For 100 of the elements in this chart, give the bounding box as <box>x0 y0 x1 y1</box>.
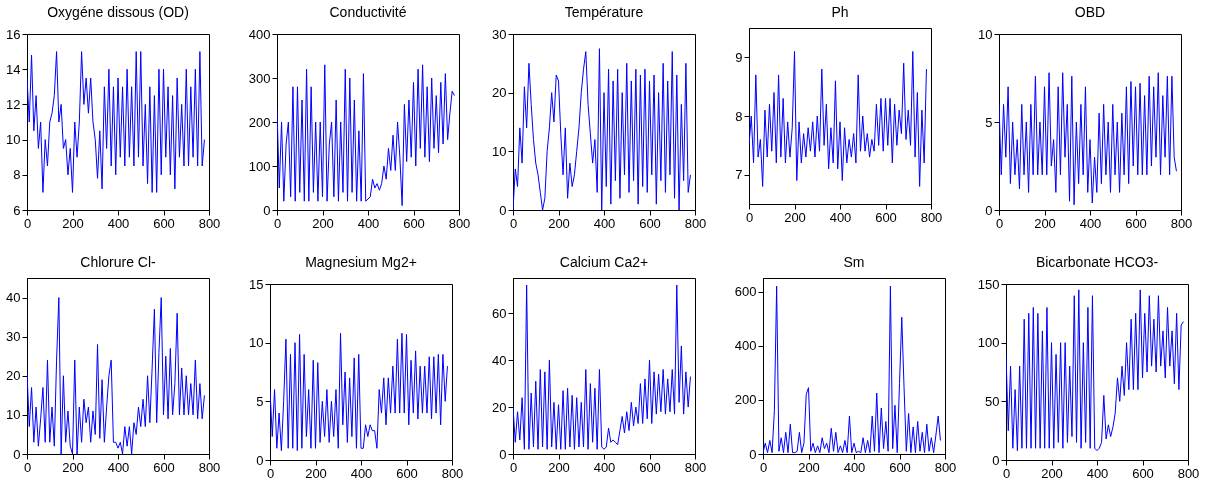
chart-title: Chlorure Cl- <box>80 254 157 270</box>
x-tick-label: 800 <box>198 459 221 475</box>
x-tick-label: 800 <box>934 459 957 475</box>
x-tick-label: 600 <box>396 465 418 481</box>
x-tick-label: 800 <box>684 215 707 231</box>
y-tick-label: 10 <box>6 132 21 148</box>
x-tick-label: 0 <box>23 459 32 475</box>
x-tick-label: 800 <box>1177 465 1200 481</box>
y-tick-label: 600 <box>734 284 757 300</box>
y-tick-label: 20 <box>492 85 507 101</box>
x-tick-label: 200 <box>548 215 570 231</box>
y-tick-label: 16 <box>6 26 21 42</box>
x-tick-label: 600 <box>1125 215 1147 231</box>
y-tick-label: 15 <box>249 276 264 292</box>
y-tick-label: 0 <box>13 446 21 462</box>
chart-title: Ph <box>831 4 849 20</box>
chart-title: Température <box>564 4 644 20</box>
x-tick-label: 200 <box>312 215 334 231</box>
y-tick-label: 60 <box>492 305 507 321</box>
line-series <box>27 51 205 193</box>
line-series <box>270 332 448 452</box>
chart-title: Conductivité <box>329 4 407 20</box>
line-series <box>27 297 205 454</box>
y-tick-label: 400 <box>734 338 757 354</box>
x-tick-label: 400 <box>1079 215 1102 231</box>
y-tick-label: 40 <box>492 352 507 368</box>
y-tick-label: 300 <box>248 70 271 86</box>
y-tick-label: 10 <box>492 143 507 159</box>
x-tick-label: 400 <box>1086 465 1109 481</box>
line-series <box>513 48 691 210</box>
x-tick-label: 200 <box>1034 215 1056 231</box>
x-tick-label: 400 <box>350 465 373 481</box>
y-tick-label: 8 <box>13 167 21 183</box>
x-tick-label: 0 <box>759 459 768 475</box>
x-tick-label: 0 <box>273 215 282 231</box>
x-tick-label: 0 <box>23 215 32 231</box>
y-tick-label: 10 <box>249 335 264 351</box>
x-tick-label: 200 <box>62 459 84 475</box>
y-tick-label: 400 <box>248 26 271 42</box>
chart-title: Bicarbonate HCO3- <box>1035 254 1159 270</box>
chart-title: OBD <box>1074 4 1106 20</box>
x-tick-label: 200 <box>62 215 84 231</box>
x-tick-label: 800 <box>1170 215 1193 231</box>
x-tick-label: 400 <box>357 215 380 231</box>
x-tick-label: 600 <box>875 209 897 225</box>
chart-title: Oxygéne dissous (OD) <box>47 4 189 20</box>
x-tick-label: 600 <box>403 215 425 231</box>
line-series <box>999 72 1177 206</box>
x-tick-label: 600 <box>639 215 661 231</box>
x-tick-label: 800 <box>448 215 471 231</box>
y-tick-label: 12 <box>6 96 21 112</box>
x-tick-label: 600 <box>153 215 175 231</box>
x-tick-label: 400 <box>107 459 130 475</box>
y-tick-label: 10 <box>978 26 993 42</box>
x-tick-label: 400 <box>829 209 852 225</box>
line-series <box>513 284 691 450</box>
line-series <box>1006 289 1184 452</box>
x-tick-label: 600 <box>889 459 911 475</box>
y-tick-label: 0 <box>749 446 757 462</box>
x-tick-label: 800 <box>198 215 221 231</box>
x-tick-label: 400 <box>843 459 866 475</box>
chart-title: Sm <box>843 254 865 270</box>
x-tick-label: 600 <box>153 459 175 475</box>
x-tick-label: 600 <box>639 459 661 475</box>
y-tick-label: 20 <box>492 399 507 415</box>
x-tick-label: 0 <box>509 215 518 231</box>
x-tick-label: 200 <box>548 459 570 475</box>
y-tick-label: 150 <box>977 276 1000 292</box>
y-tick-label: 7 <box>735 167 743 183</box>
x-tick-label: 400 <box>593 215 616 231</box>
x-tick-label: 200 <box>1041 465 1063 481</box>
y-tick-label: 100 <box>977 335 1000 351</box>
x-tick-label: 200 <box>305 465 327 481</box>
chart-title: Magnesium Mg2+ <box>305 254 417 270</box>
x-tick-label: 600 <box>1132 465 1154 481</box>
y-tick-label: 10 <box>6 407 21 423</box>
y-tick-label: 8 <box>735 108 743 124</box>
y-tick-label: 9 <box>735 49 743 65</box>
x-tick-label: 800 <box>441 465 464 481</box>
x-tick-label: 800 <box>684 459 707 475</box>
y-tick-label: 30 <box>492 26 507 42</box>
y-tick-label: 6 <box>13 202 21 218</box>
x-tick-label: 200 <box>798 459 820 475</box>
x-tick-label: 800 <box>920 209 943 225</box>
chart-title: Calcium Ca2+ <box>559 254 649 270</box>
y-tick-label: 50 <box>985 393 1000 409</box>
y-tick-label: 5 <box>985 114 993 130</box>
x-tick-label: 400 <box>107 215 130 231</box>
x-tick-label: 0 <box>509 459 518 475</box>
y-tick-label: 40 <box>6 290 21 306</box>
x-tick-label: 200 <box>784 209 806 225</box>
y-tick-label: 20 <box>6 368 21 384</box>
y-tick-label: 30 <box>6 329 21 345</box>
y-tick-label: 14 <box>6 61 21 77</box>
y-tick-label: 100 <box>248 158 271 174</box>
x-tick-label: 400 <box>593 459 616 475</box>
line-series <box>749 50 927 187</box>
y-tick-label: 200 <box>734 392 757 408</box>
line-series <box>763 285 941 454</box>
y-tick-label: 0 <box>499 446 507 462</box>
